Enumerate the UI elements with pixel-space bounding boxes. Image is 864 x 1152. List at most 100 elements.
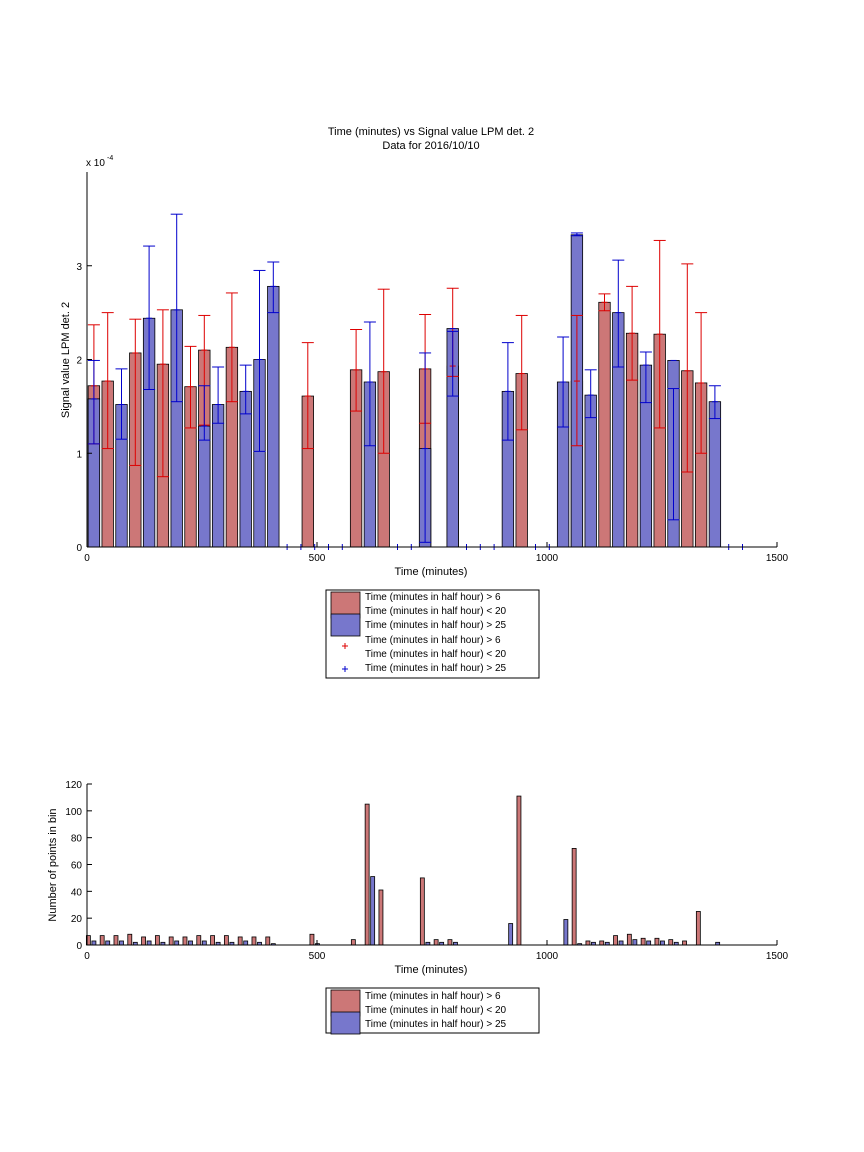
top-exponent-label: x 10 -4 xyxy=(86,155,113,169)
bar-s1-19 xyxy=(708,401,722,548)
errorbar-s1-8 xyxy=(267,261,280,314)
bar-s0-24 xyxy=(599,940,605,946)
top-ylabel: Signal value LPM det. 2 xyxy=(60,302,72,418)
y-tick-label-2: 2 xyxy=(76,356,82,367)
top-chart-title-line1: Time (minutes) vs Signal value LPM det. … xyxy=(328,126,534,138)
errorbar-s0-12 xyxy=(515,314,528,431)
errorbar-s1-10 xyxy=(419,352,432,543)
y-tick-label-3: 60 xyxy=(71,861,83,872)
bar-s0-21 xyxy=(516,795,522,946)
bar-s1-24 xyxy=(618,940,624,946)
bottom-bars-layer xyxy=(85,795,721,946)
bar-s0-4 xyxy=(141,936,146,946)
bar-s0-2 xyxy=(113,935,119,946)
bar-s0-19 xyxy=(433,939,439,946)
bar-s1-5 xyxy=(211,404,225,548)
bottom-axes-layer: 0 500 1000 1500 0 20 40 60 80 100 120 xyxy=(65,780,788,962)
bar-s0-5 xyxy=(154,935,160,946)
errorbar-s1-0 xyxy=(87,359,100,445)
errorbar-s0-17 xyxy=(681,263,694,473)
bar-s0-8 xyxy=(196,935,202,946)
bar-s0-22 xyxy=(571,848,577,946)
errorbar-s0-6 xyxy=(225,292,238,403)
bar-s1-6 xyxy=(174,940,180,946)
errorbar-s0-16 xyxy=(653,239,666,429)
bottom-legend-swatch-blue xyxy=(330,1011,361,1035)
y-tick-label-2: 40 xyxy=(71,887,83,898)
bar-s1-20 xyxy=(563,919,569,946)
bar-s1-8 xyxy=(267,285,280,548)
errorbar-s1-16 xyxy=(612,259,625,368)
errorbar-s1-9 xyxy=(363,321,376,447)
errorbar-s1-11 xyxy=(446,328,459,397)
errorbar-s1-13 xyxy=(557,336,570,428)
bottom-legend-label-2: Time (minutes in half hour) < 20 xyxy=(365,1005,507,1016)
bar-s0-31 xyxy=(695,911,701,946)
bar-s0-25 xyxy=(613,935,618,946)
bottom-xlabel: Time (minutes) xyxy=(395,964,468,976)
errorbar-s1-7 xyxy=(253,269,266,452)
errorbar-s1-1 xyxy=(115,368,128,440)
bar-s0-1 xyxy=(99,935,105,946)
x-tick-label-3: 1500 xyxy=(766,951,789,962)
top-chart-title-line2: Data for 2016/10/10 xyxy=(382,140,479,152)
top-exponent-base: x 10 xyxy=(86,158,105,169)
bottom-plot-background xyxy=(87,784,777,945)
x-tick-label-0: 0 xyxy=(84,553,90,564)
bar-s0-11 xyxy=(237,936,243,946)
y-tick-label-0: 0 xyxy=(76,543,82,554)
top-legend: Time (minutes in half hour) > 6 Time (mi… xyxy=(325,589,540,679)
bar-s0-14 xyxy=(598,301,611,548)
bar-s1-15 xyxy=(370,876,376,946)
errorbar-s1-5 xyxy=(212,366,225,424)
top-legend-label-1: Time (minutes in half hour) > 6 xyxy=(365,592,501,603)
x-tick-label-2: 1000 xyxy=(536,553,559,564)
errorbar-s0-4 xyxy=(184,345,197,429)
top-legend-label-2: Time (minutes in half hour) < 20 xyxy=(365,606,507,617)
bar-s0-10 xyxy=(223,935,229,946)
y-tick-label-0: 0 xyxy=(76,941,82,952)
bar-s0-20 xyxy=(447,939,453,946)
errorbar-s0-18 xyxy=(695,312,708,454)
bar-s0-27 xyxy=(640,937,646,946)
top-legend-label-5: Time (minutes in half hour) < 20 xyxy=(365,649,507,660)
top-legend-swatch-blue xyxy=(330,613,361,637)
bar-s1-4 xyxy=(198,425,211,548)
y-tick-label-5: 100 xyxy=(65,807,82,818)
bar-s1-27 xyxy=(660,940,665,946)
errorbar-s1-4 xyxy=(198,385,211,441)
errorbar-s0-13 xyxy=(570,314,583,447)
bar-s0-30 xyxy=(682,940,687,946)
top-exponent-sup: -4 xyxy=(107,155,113,162)
bar-s1-8 xyxy=(201,940,207,946)
errorbar-s0-15 xyxy=(626,285,639,381)
bar-s1-26 xyxy=(646,940,652,946)
bottom-legend: Time (minutes in half hour) > 6 Time (mi… xyxy=(325,987,540,1035)
y-tick-label-1: 20 xyxy=(71,914,83,925)
errorbar-s0-8 xyxy=(350,329,363,412)
bar-s0-9 xyxy=(210,935,215,946)
bar-s0-23 xyxy=(585,940,591,946)
bottom-legend-label-1: Time (minutes in half hour) > 6 xyxy=(365,991,501,1002)
bar-s1-25 xyxy=(632,939,638,946)
top-plot-area: 0 500 1000 1500 0 1 2 3 xyxy=(76,172,789,564)
top-legend-label-4: Time (minutes in half hour) > 6 xyxy=(365,635,501,646)
bar-s0-13 xyxy=(265,936,271,946)
x-tick-label-2: 1000 xyxy=(536,951,559,962)
bottom-ylabel: Number of points in bin xyxy=(47,808,59,921)
errorbar-s0-9 xyxy=(377,288,390,454)
bar-s1-0 xyxy=(91,940,97,946)
x-tick-label-1: 500 xyxy=(309,553,326,564)
top-xlabel: Time (minutes) xyxy=(395,566,468,578)
bar-s0-15 xyxy=(350,939,356,946)
bar-s0-29 xyxy=(668,939,674,946)
x-tick-label-1: 500 xyxy=(309,951,326,962)
x-tick-label-0: 0 xyxy=(84,951,90,962)
errorbar-s1-19 xyxy=(708,385,721,420)
bar-s1-4 xyxy=(146,940,152,946)
y-tick-label-1: 1 xyxy=(76,449,82,460)
bar-s0-7 xyxy=(182,936,188,946)
errorbar-s1-18 xyxy=(667,359,680,521)
bar-s1-19 xyxy=(508,923,514,946)
